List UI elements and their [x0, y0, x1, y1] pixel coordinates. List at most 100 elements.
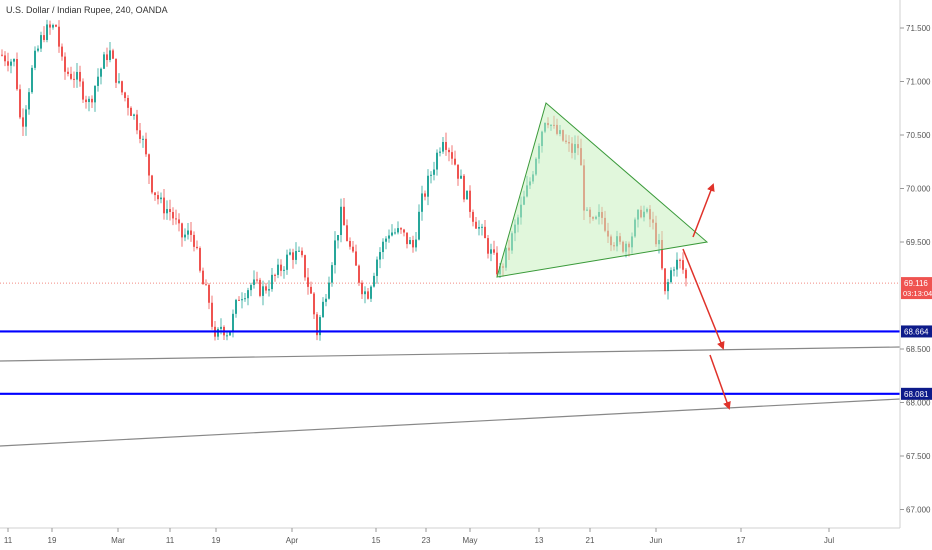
- candle: [109, 42, 111, 63]
- candle: [253, 270, 255, 289]
- candle-body: [190, 230, 192, 235]
- candle: [406, 232, 408, 249]
- x-tick-label: 13: [535, 536, 544, 545]
- candle-body: [121, 81, 123, 93]
- candle: [250, 282, 252, 297]
- candle-body: [163, 197, 165, 214]
- candle-body: [493, 249, 495, 253]
- candle-body: [469, 190, 471, 212]
- candle-body: [409, 240, 411, 245]
- candle-body: [385, 238, 387, 242]
- candle-body: [442, 142, 444, 152]
- candle: [283, 266, 285, 279]
- candle-body: [79, 71, 81, 82]
- candle-body: [34, 50, 36, 68]
- candle: [457, 164, 459, 186]
- candle: [460, 169, 462, 179]
- candle-body: [82, 81, 84, 100]
- candle-body: [232, 313, 234, 333]
- candle-body: [67, 71, 69, 74]
- candle: [211, 295, 213, 330]
- candle: [475, 217, 477, 229]
- candle-body: [268, 289, 270, 291]
- candle: [172, 207, 174, 226]
- candle-body: [160, 197, 162, 200]
- candle-body: [325, 298, 327, 302]
- x-tick-label: 19: [212, 536, 221, 545]
- candle: [142, 135, 144, 148]
- chart-title: U.S. Dollar / Indian Rupee, 240, OANDA: [6, 5, 168, 15]
- candle-body: [169, 209, 171, 213]
- candle-body: [466, 190, 468, 200]
- candle-body: [484, 226, 486, 239]
- candle-body: [280, 264, 282, 271]
- candle: [394, 228, 396, 235]
- y-tick-label: 71.500: [906, 24, 931, 33]
- candle: [184, 228, 186, 242]
- candle-body: [316, 314, 318, 336]
- candle-body: [478, 226, 480, 229]
- candle-body: [682, 260, 684, 270]
- candle-body: [256, 279, 258, 281]
- candle: [238, 296, 240, 301]
- candle-body: [58, 26, 60, 47]
- candle: [85, 95, 87, 109]
- candle-body: [361, 282, 363, 295]
- candle: [91, 95, 93, 108]
- candle-body: [379, 252, 381, 260]
- candle-body: [175, 218, 177, 220]
- candle-body: [202, 270, 204, 285]
- candle-body: [307, 277, 309, 287]
- candle-body: [445, 142, 447, 150]
- candle: [484, 220, 486, 239]
- candle: [463, 174, 465, 203]
- candle: [178, 213, 180, 232]
- candle: [298, 246, 300, 252]
- candle: [454, 150, 456, 166]
- candle-body: [265, 286, 267, 291]
- candle-body: [673, 269, 675, 271]
- candle: [67, 67, 69, 77]
- candle-body: [112, 50, 114, 59]
- arrow-breakout-up: [692, 183, 715, 238]
- candle-body: [61, 46, 63, 57]
- candle: [232, 309, 234, 338]
- candle: [415, 232, 417, 252]
- candle-body: [373, 275, 375, 287]
- candle-body: [475, 221, 477, 229]
- candle: [49, 20, 51, 35]
- candle: [175, 209, 177, 225]
- triangle-shape: [496, 102, 709, 278]
- candle: [430, 171, 432, 184]
- candle: [424, 190, 426, 201]
- candle-body: [412, 240, 414, 248]
- candle-body: [205, 284, 207, 286]
- candle-body: [100, 68, 102, 77]
- candle-body: [4, 55, 6, 62]
- candle: [100, 67, 102, 85]
- candle: [343, 197, 345, 226]
- candle-body: [238, 299, 240, 301]
- trendline-upper: [0, 346, 901, 362]
- candle: [16, 52, 18, 91]
- candle: [106, 47, 108, 67]
- candle-body: [322, 301, 324, 318]
- candle-body: [328, 282, 330, 299]
- candle-body: [13, 59, 15, 62]
- candle-body: [109, 50, 111, 61]
- candle-body: [28, 92, 30, 110]
- candle-body: [151, 175, 153, 193]
- x-tick-label: 11: [4, 536, 13, 545]
- candle-body: [142, 138, 144, 140]
- candle-body: [496, 252, 498, 275]
- x-tick-label: 17: [737, 536, 746, 545]
- candle-body: [148, 154, 150, 176]
- candle: [259, 277, 261, 298]
- candle-body: [472, 211, 474, 222]
- support-badge: [901, 325, 932, 338]
- candle-body: [259, 279, 261, 296]
- candle-body: [679, 259, 681, 261]
- candle-body: [229, 332, 231, 336]
- candle: [364, 286, 366, 304]
